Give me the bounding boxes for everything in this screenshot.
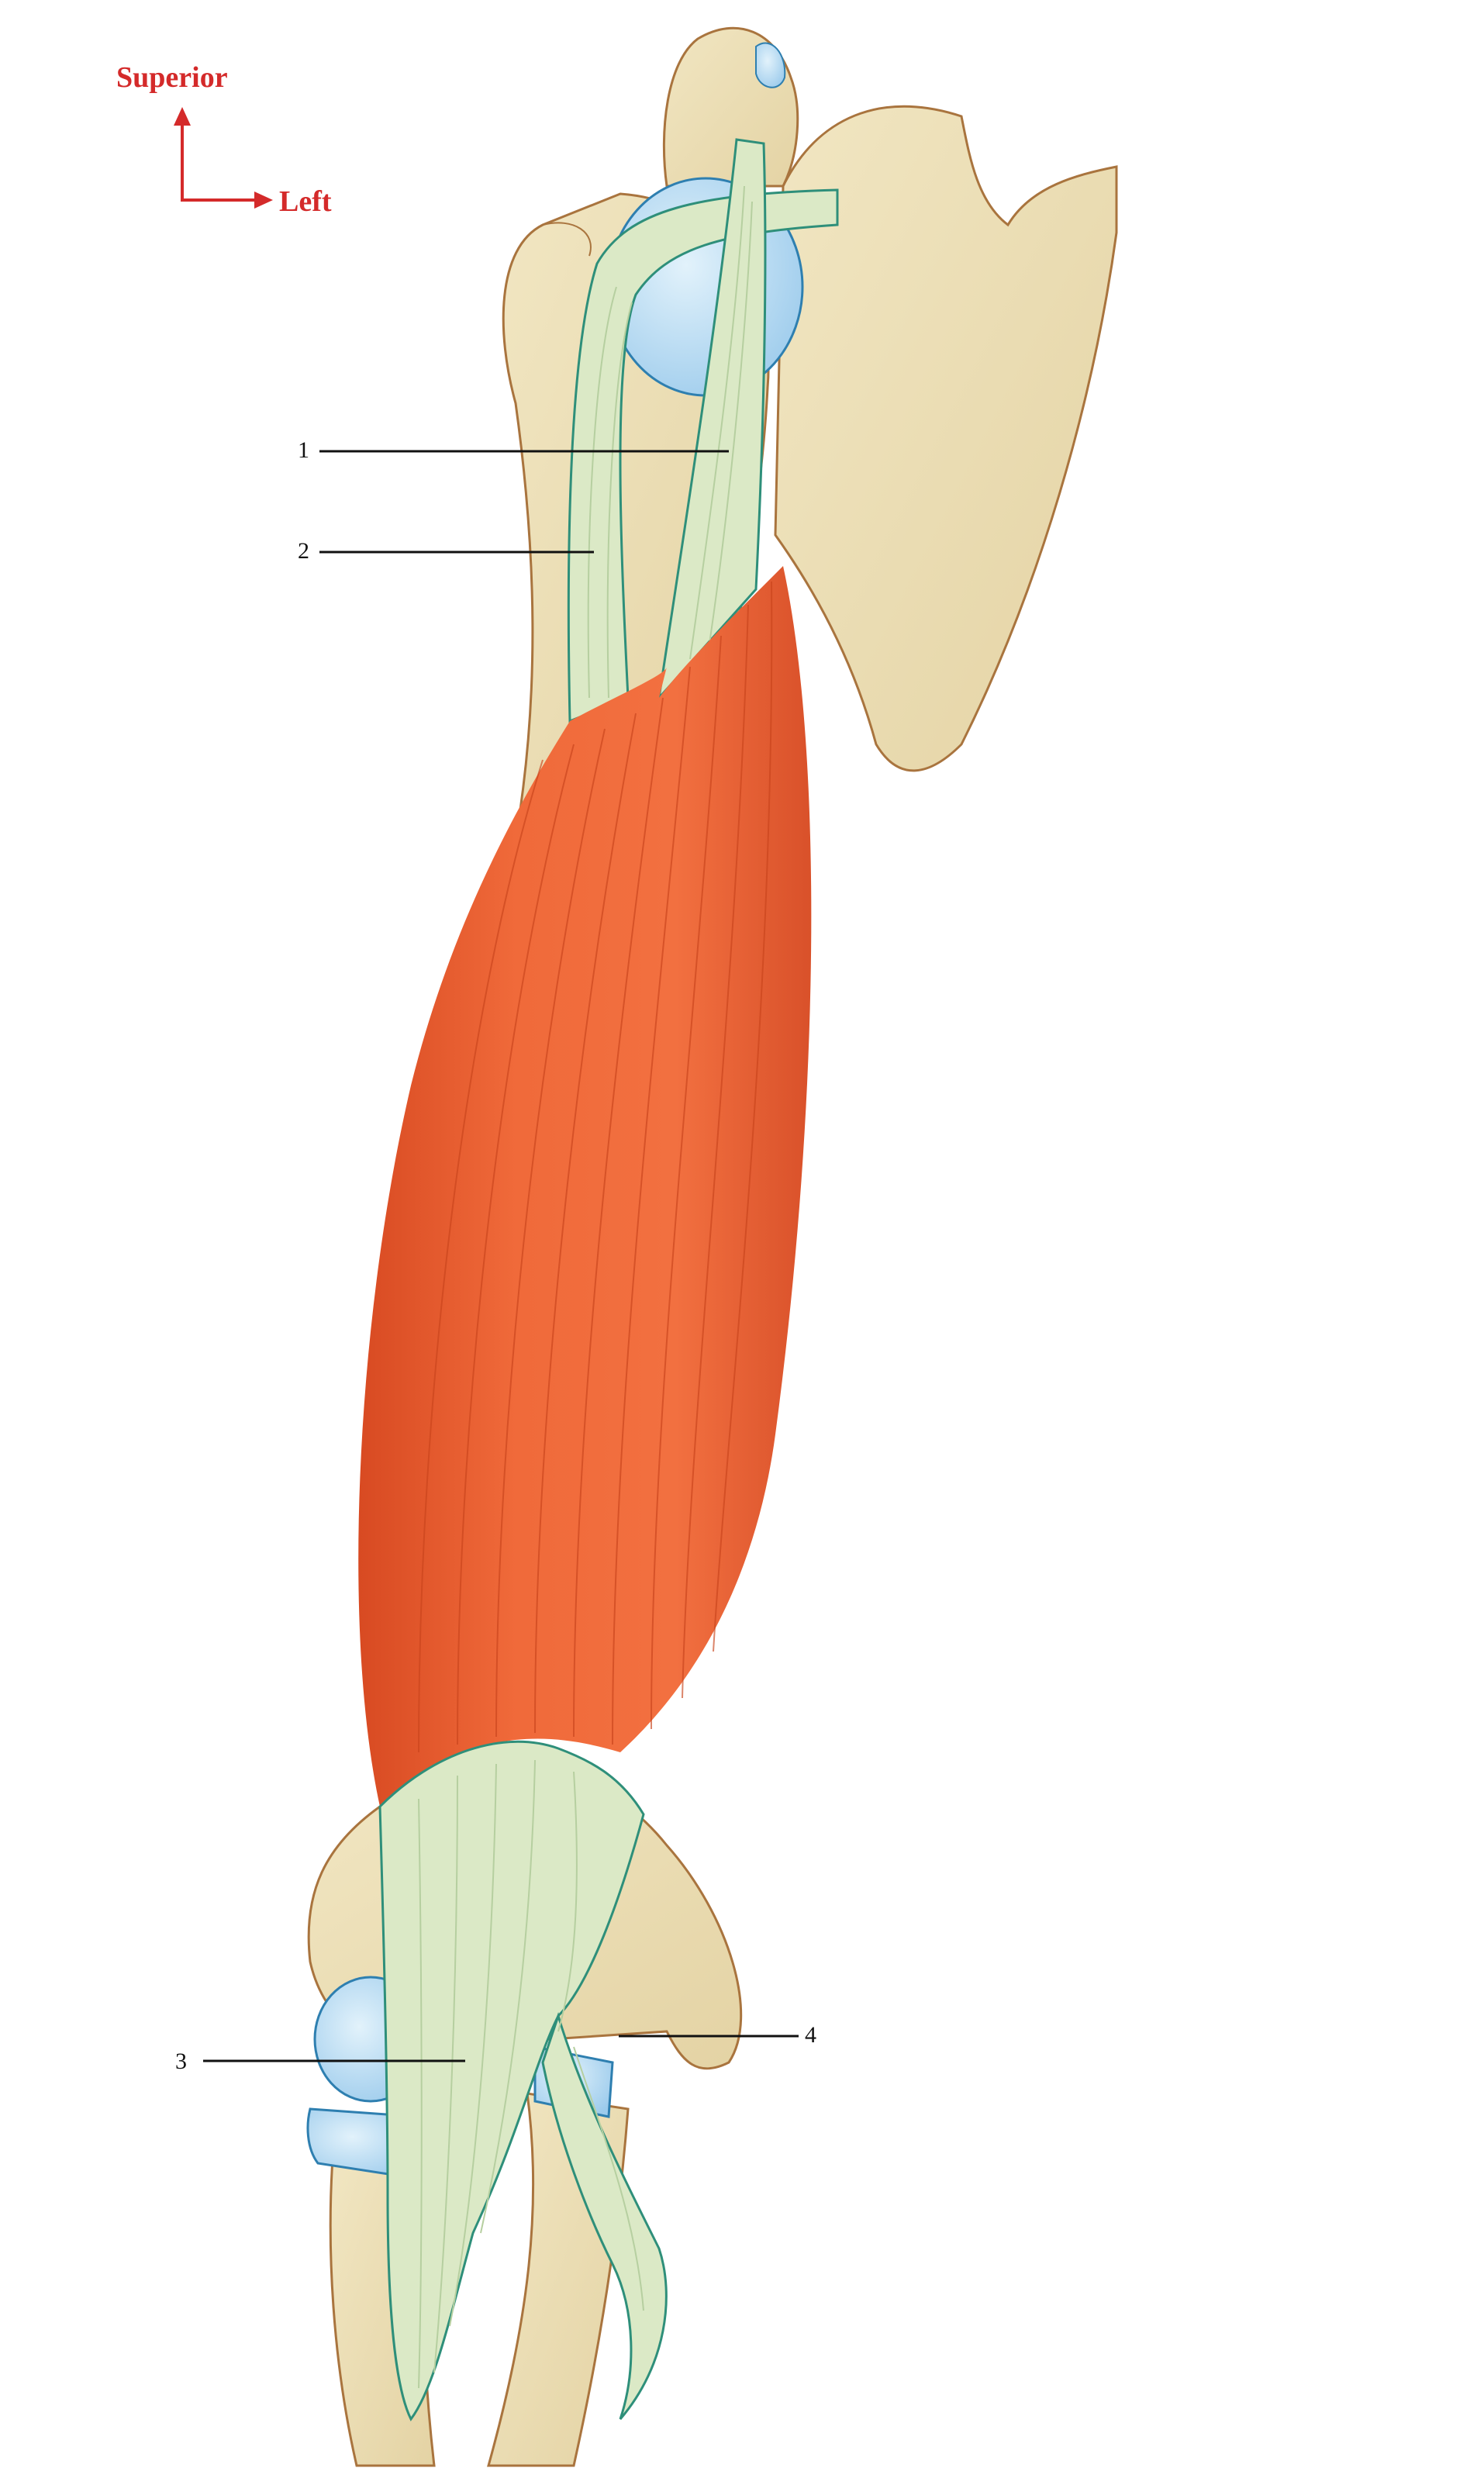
orientation-indicator: Superior Left <box>116 61 332 218</box>
callout-2: 2 <box>298 538 594 564</box>
callout-number-4: 4 <box>805 2022 816 2048</box>
left-label: Left <box>279 185 332 218</box>
bicipital-aponeurosis <box>541 2012 668 2420</box>
callout-1: 1 <box>298 437 729 463</box>
coracoid-cartilage <box>755 42 786 88</box>
muscle-fibers <box>418 581 773 1753</box>
biceps-muscle-belly <box>358 566 812 1807</box>
long-head-tendon <box>567 188 839 723</box>
callout-3: 3 <box>175 2048 465 2074</box>
callout-number-1: 1 <box>298 437 309 463</box>
distal-tendons <box>378 1740 668 2421</box>
callout-4: 4 <box>619 2022 816 2048</box>
callout-number-2: 2 <box>298 538 309 564</box>
callout-number-3: 3 <box>175 2048 187 2074</box>
superior-label: Superior <box>116 61 228 94</box>
left-arrowhead-icon <box>254 192 273 209</box>
scapula-body <box>774 105 1118 772</box>
proximal-tendons <box>567 138 839 723</box>
distal-biceps-tendon <box>378 1740 645 2421</box>
muscle-belly <box>358 566 812 1807</box>
superior-arrowhead-icon <box>174 107 191 126</box>
